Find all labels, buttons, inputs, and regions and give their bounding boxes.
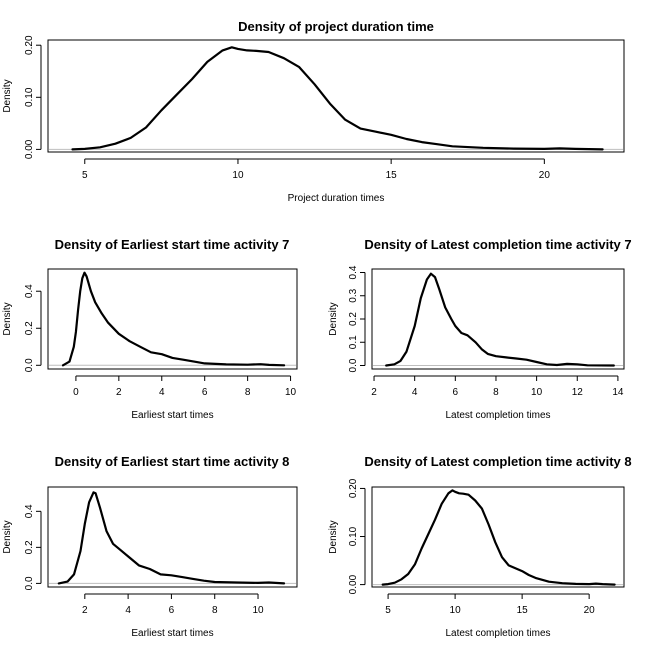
x-tick-label: 10 xyxy=(285,387,297,398)
plot-frame xyxy=(47,486,298,588)
x-tick-label: 8 xyxy=(493,387,499,398)
density-panel-1: Density of project duration time 5 10 15 20 0… xyxy=(2,19,625,204)
density-curve xyxy=(385,272,615,367)
x-axis-label: Latest completion times xyxy=(445,410,550,421)
y-tick-label: 0.4 xyxy=(348,265,359,279)
y-tick-label: 0.1 xyxy=(348,335,359,349)
x-tick-label: 12 xyxy=(572,387,584,398)
density-curve xyxy=(381,489,616,586)
x-tick-label: 5 xyxy=(82,170,88,181)
x-axis-label: Latest completion times xyxy=(445,628,550,639)
density-panel-3: Density of Latest completion time activi… xyxy=(328,237,632,421)
x-tick-label: 6 xyxy=(453,387,459,398)
y-tick-label: 0.00 xyxy=(24,139,35,159)
x-tick-label: 6 xyxy=(169,605,175,616)
x-tick-label: 20 xyxy=(539,170,551,181)
y-tick-label: 0.2 xyxy=(348,312,359,326)
y-tick-label: 0.10 xyxy=(24,87,35,107)
y-tick-label: 0.3 xyxy=(348,288,359,302)
y-tick-label: 0.2 xyxy=(24,321,35,335)
x-tick-label: 0 xyxy=(73,387,79,398)
x-tick-label: 15 xyxy=(386,170,398,181)
x-tick-label: 8 xyxy=(245,387,251,398)
y-tick-label: 0.2 xyxy=(24,540,35,554)
y-axis-label: Density xyxy=(328,302,339,335)
x-tick-label: 2 xyxy=(82,605,88,616)
x-tick-label: 8 xyxy=(212,605,218,616)
density-panel-2: Density of Earliest start time activity … xyxy=(2,237,298,421)
y-tick-label: 0.4 xyxy=(24,504,35,518)
panel-title: Density of project duration time xyxy=(238,19,434,34)
y-axis-label: Density xyxy=(328,520,339,553)
x-tick-label: 20 xyxy=(584,605,596,616)
plot-frame xyxy=(47,39,625,153)
x-tick-label: 14 xyxy=(612,387,624,398)
density-curve xyxy=(71,46,604,151)
x-tick-label: 10 xyxy=(531,387,543,398)
y-tick-label: 0.00 xyxy=(348,574,359,594)
y-tick-label: 0.0 xyxy=(24,576,35,590)
y-tick-label: 0.4 xyxy=(24,284,35,298)
y-tick-label: 0.20 xyxy=(348,478,359,498)
x-tick-label: 10 xyxy=(232,170,244,181)
y-axis-label: Density xyxy=(2,302,13,335)
y-tick-label: 0.0 xyxy=(348,358,359,372)
x-tick-label: 5 xyxy=(385,605,391,616)
x-tick-label: 4 xyxy=(412,387,418,398)
density-panel-4: Density of Earliest start time activity … xyxy=(2,454,298,639)
x-tick-label: 4 xyxy=(159,387,165,398)
x-tick-label: 6 xyxy=(202,387,208,398)
density-curve xyxy=(61,271,286,367)
x-tick-label: 4 xyxy=(125,605,131,616)
panel-title: Density of Earliest start time activity … xyxy=(55,454,290,469)
x-axis-label: Earliest start times xyxy=(131,410,213,421)
x-axis-label: Earliest start times xyxy=(131,628,213,639)
x-tick-label: 15 xyxy=(517,605,529,616)
y-axis-label: Density xyxy=(2,79,13,112)
x-tick-label: 10 xyxy=(252,605,264,616)
y-tick-label: 0.20 xyxy=(24,35,35,55)
panel-title: Density of Latest completion time activi… xyxy=(364,237,631,252)
plot-frame xyxy=(371,268,625,370)
density-panel-5: Density of Latest completion time activi… xyxy=(328,454,632,639)
panel-title: Density of Latest completion time activi… xyxy=(364,454,631,469)
y-axis-label: Density xyxy=(2,520,13,553)
x-axis-label: Project duration times xyxy=(288,193,385,204)
plot-frame xyxy=(47,268,298,370)
x-tick-label: 10 xyxy=(450,605,462,616)
density-curve xyxy=(57,491,286,585)
plot-frame xyxy=(371,486,625,588)
panel-title: Density of Earliest start time activity … xyxy=(55,237,290,252)
x-tick-label: 2 xyxy=(116,387,122,398)
x-tick-label: 2 xyxy=(371,387,377,398)
y-tick-label: 0.0 xyxy=(24,358,35,372)
y-tick-label: 0.10 xyxy=(348,526,359,546)
